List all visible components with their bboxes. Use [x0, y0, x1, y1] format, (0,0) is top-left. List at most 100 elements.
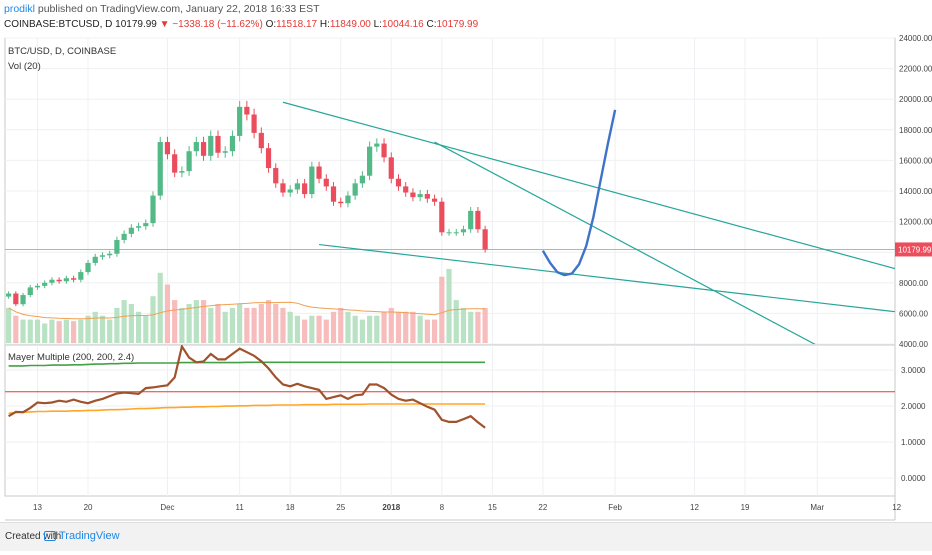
price-tick-label: 22000.00: [899, 65, 932, 74]
volume-bar: [244, 307, 250, 343]
volume-bar: [395, 311, 402, 343]
volume-bar: [121, 300, 127, 343]
price-tick-label: 14000.00: [899, 187, 932, 196]
candle-body: [323, 178, 329, 187]
candle-body: [345, 195, 351, 204]
candle-body: [157, 142, 163, 196]
candle-body: [13, 293, 19, 305]
volume-bar: [381, 311, 387, 343]
candle-body: [251, 114, 257, 133]
volume-bar: [265, 300, 272, 343]
volume-bar: [345, 311, 351, 343]
candle-body: [143, 223, 149, 227]
candle-body: [287, 189, 293, 193]
volume-bar: [330, 311, 337, 343]
volume-bar: [424, 319, 430, 343]
candle-body: [27, 287, 33, 296]
volume-bar: [287, 311, 293, 343]
volume-bar: [323, 319, 329, 343]
candle-body: [280, 183, 286, 193]
volume-bar: [27, 319, 33, 343]
candle-body: [49, 279, 55, 283]
time-tick-label: 2018: [382, 503, 400, 512]
open-value: 11518.17: [276, 19, 318, 30]
time-tick-label: 12: [892, 503, 901, 512]
volume-bar: [70, 321, 77, 343]
close-label: C:: [426, 19, 437, 30]
price-tick-label: 4000.00: [899, 340, 928, 349]
tradingview-brand[interactable]: TradingView: [59, 530, 120, 542]
volume-bar: [439, 276, 445, 343]
candle-body: [338, 201, 344, 204]
candle-body: [367, 146, 373, 176]
price-tick-label: 20000.00: [899, 95, 932, 104]
candle-body: [150, 195, 156, 224]
candle-body: [85, 262, 91, 273]
time-tick-label: 18: [286, 503, 295, 512]
volume-bar: [78, 319, 84, 343]
low-value: 10044.16: [381, 19, 424, 30]
volume-ma-line: [8, 301, 486, 320]
indicator-series-line: [8, 361, 486, 367]
indicator-tick-label: 3.0000: [901, 366, 926, 375]
volume-bar: [6, 307, 12, 343]
volume-bar: [431, 319, 438, 343]
volume-bar: [128, 304, 134, 343]
candle-body: [244, 106, 250, 115]
volume-label: Vol (20): [8, 61, 41, 72]
price-tick-label: 24000.00: [899, 34, 932, 43]
candle-body: [482, 229, 488, 250]
volume-bar: [352, 315, 358, 343]
candle-body: [309, 166, 315, 195]
candle-body: [114, 239, 120, 254]
volume-bar: [417, 315, 423, 343]
candle-body: [273, 168, 279, 184]
volume-bar: [294, 315, 301, 343]
candle-body: [265, 148, 272, 169]
volume-bar: [135, 311, 142, 343]
candle-body: [374, 143, 380, 147]
time-tick-label: 22: [538, 503, 547, 512]
volume-bar: [388, 307, 394, 343]
volume-bar: [403, 311, 409, 343]
trendline: [319, 243, 895, 313]
candle-body: [359, 175, 365, 184]
close-value: 10179.99: [436, 19, 479, 30]
candle-body: [200, 142, 207, 156]
time-tick-label: 13: [33, 503, 42, 512]
volume-bar: [374, 315, 380, 343]
candle-body: [186, 151, 192, 172]
candle-body: [172, 154, 178, 173]
footer-bar: Created with TradingView: [0, 522, 932, 551]
time-tick-label: 19: [741, 503, 750, 512]
published-info: published on TradingView.com, January 22…: [37, 3, 320, 15]
price-tick-label: 8000.00: [899, 279, 928, 288]
time-tick-label: Mar: [810, 503, 824, 512]
projection-curve: [541, 109, 617, 277]
candle-body: [6, 293, 12, 297]
indicator-tick-label: 1.0000: [901, 438, 926, 447]
candle-body: [20, 295, 26, 305]
low-label: L:: [373, 19, 382, 30]
candle-body: [121, 233, 127, 240]
candle-body: [56, 279, 62, 282]
volume-bar: [13, 315, 19, 343]
time-tick-label: 15: [488, 503, 497, 512]
author-link[interactable]: prodikl: [4, 3, 35, 15]
volume-bar: [157, 272, 163, 343]
candle-body: [258, 132, 264, 149]
candle-body: [381, 143, 387, 158]
volume-bar: [338, 307, 344, 343]
price-change: ▼ −1338.18 (−11.62%): [159, 19, 263, 30]
time-tick-label: 11: [235, 503, 244, 512]
candle-body: [460, 229, 467, 233]
candle-body: [453, 232, 459, 234]
volume-bar: [359, 319, 365, 343]
candle-body: [446, 232, 452, 234]
candle-body: [302, 183, 308, 195]
volume-bar: [482, 307, 488, 343]
volume-bar: [143, 315, 149, 343]
volume-bar: [316, 315, 322, 343]
candle-body: [164, 142, 171, 155]
candle-body: [135, 226, 142, 228]
